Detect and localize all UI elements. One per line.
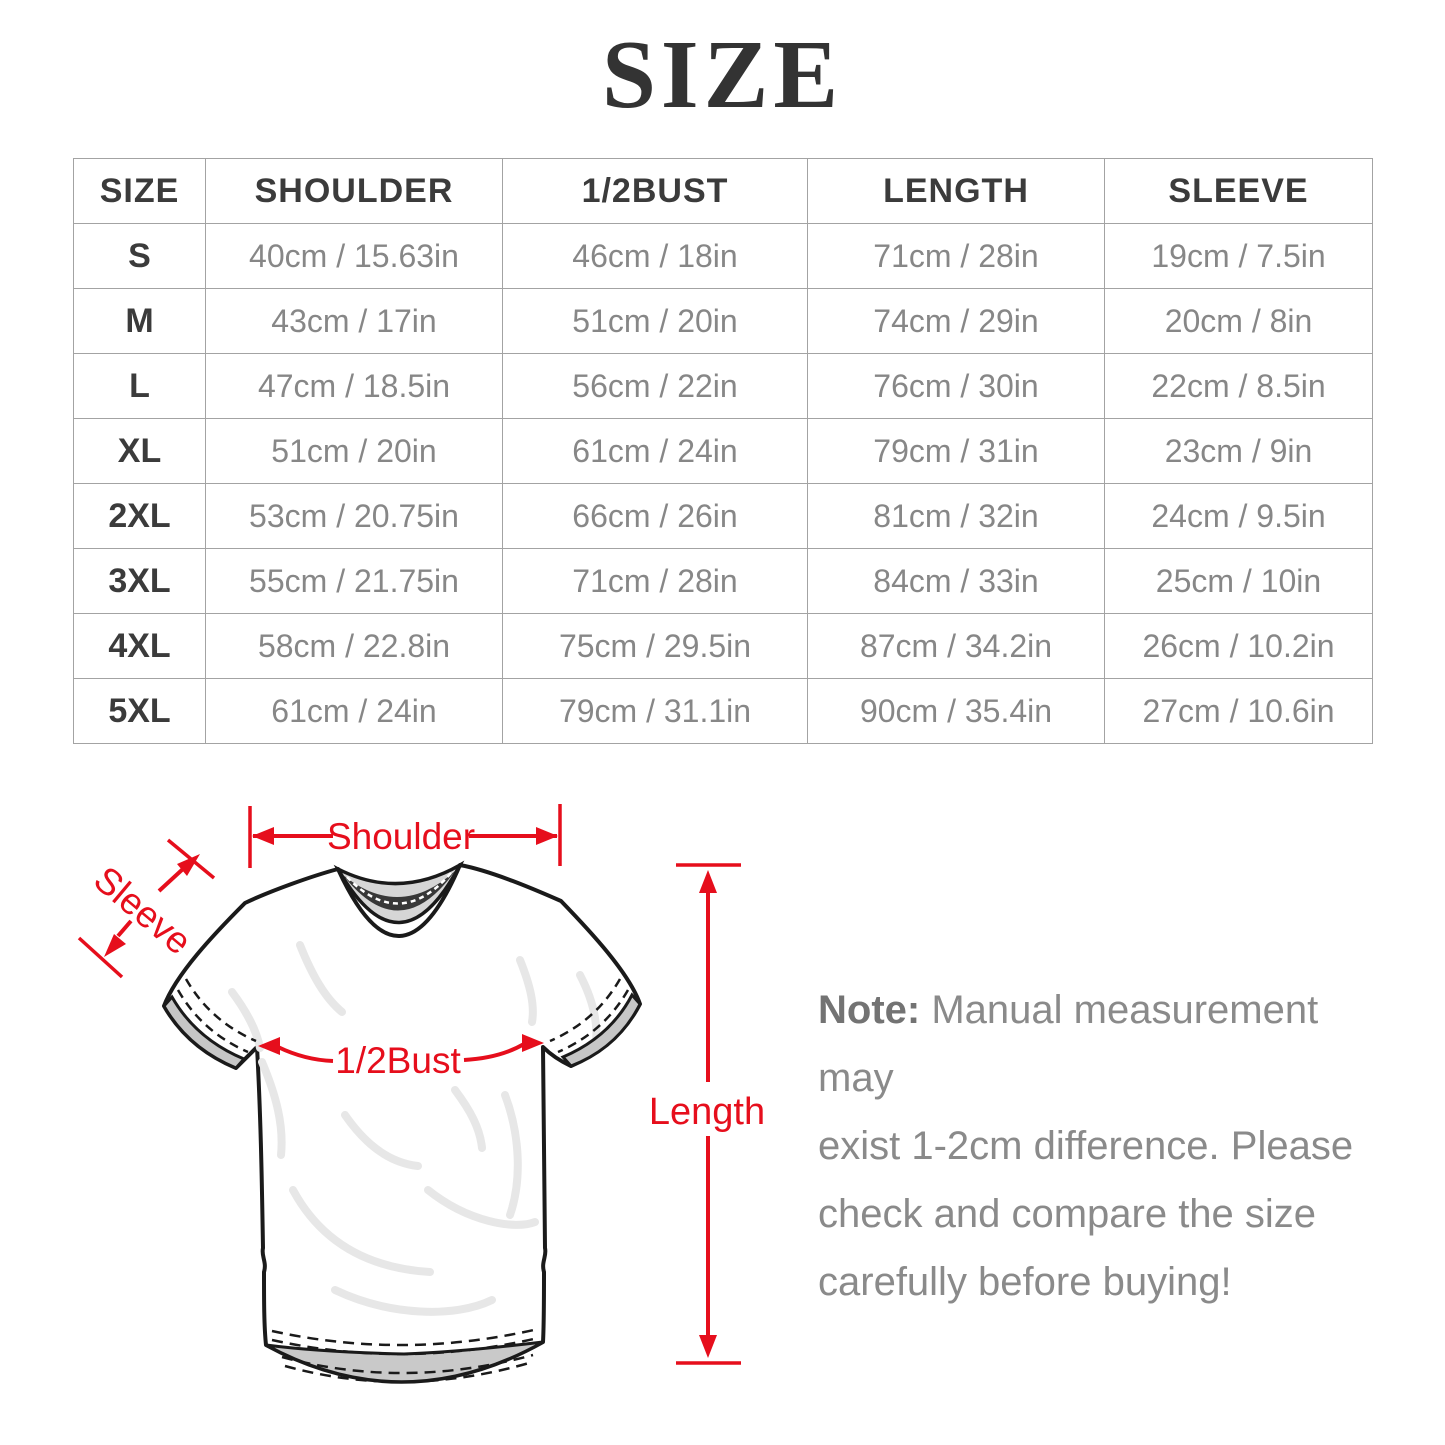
bust-cell: 79cm / 31.1in xyxy=(502,678,808,744)
bust-label: 1/2Bust xyxy=(335,1040,461,1081)
table-row: XL 51cm / 20in 61cm / 24in 79cm / 31in 2… xyxy=(73,418,1373,484)
page-title: SIZE xyxy=(601,21,844,128)
sleeve-cell: 22cm / 8.5in xyxy=(1104,353,1373,419)
note-block: Note: Manual measurement may exist 1-2cm… xyxy=(818,976,1388,1316)
bust-cell: 75cm / 29.5in xyxy=(502,613,808,679)
size-cell: 3XL xyxy=(73,548,206,614)
shoulder-cell: 51cm / 20in xyxy=(205,418,503,484)
table-row: S 40cm / 15.63in 46cm / 18in 71cm / 28in… xyxy=(73,223,1373,289)
length-arrow: Length xyxy=(649,863,765,1365)
hem-fold xyxy=(265,1340,544,1384)
wrinkle-lines xyxy=(228,941,601,1316)
sleeve-cell: 20cm / 8in xyxy=(1104,288,1373,354)
size-cell: 4XL xyxy=(73,613,206,679)
table-header-row: SIZE SHOULDER 1/2BUST LENGTH SLEEVE xyxy=(73,158,1373,224)
length-label: Length xyxy=(649,1091,765,1133)
length-cell: 90cm / 35.4in xyxy=(807,678,1105,744)
length-cell: 79cm / 31in xyxy=(807,418,1105,484)
size-cell: 2XL xyxy=(73,483,206,549)
hem-stitch xyxy=(271,1327,539,1383)
table-row: L 47cm / 18.5in 56cm / 22in 76cm / 30in … xyxy=(73,353,1373,419)
collar-tape xyxy=(343,871,455,911)
size-cell: L xyxy=(73,353,206,419)
sleeve-cell: 26cm / 10.2in xyxy=(1104,613,1373,679)
note-line: check and compare the size xyxy=(818,1192,1317,1236)
table-row: 2XL 53cm / 20.75in 66cm / 26in 81cm / 32… xyxy=(73,483,1373,549)
right-cuff-stitch xyxy=(549,978,630,1054)
sleeve-cell: 23cm / 9in xyxy=(1104,418,1373,484)
table-row: 5XL 61cm / 24in 79cm / 31.1in 90cm / 35.… xyxy=(73,678,1373,744)
length-cell: 84cm / 33in xyxy=(807,548,1105,614)
size-cell: XL xyxy=(73,418,206,484)
shoulder-cell: 40cm / 15.63in xyxy=(205,223,503,289)
note-line: carefully before buying! xyxy=(818,1260,1232,1304)
bust-cell: 56cm / 22in xyxy=(502,353,808,419)
sleeve-cell: 27cm / 10.6in xyxy=(1104,678,1373,744)
length-cell: 76cm / 30in xyxy=(807,353,1105,419)
collar xyxy=(333,860,465,925)
table-row: 3XL 55cm / 21.75in 71cm / 28in 84cm / 33… xyxy=(73,548,1373,614)
shoulder-arrow: Shoulder xyxy=(248,804,562,868)
bust-cell: 71cm / 28in xyxy=(502,548,808,614)
bust-cell: 66cm / 26in xyxy=(502,483,808,549)
length-cell: 71cm / 28in xyxy=(807,223,1105,289)
size-cell: M xyxy=(73,288,206,354)
shoulder-label: Shoulder xyxy=(327,816,475,857)
shoulder-cell: 55cm / 21.75in xyxy=(205,548,503,614)
length-cell: 74cm / 29in xyxy=(807,288,1105,354)
table-row: M 43cm / 17in 51cm / 20in 74cm / 29in 20… xyxy=(73,288,1373,354)
shoulder-cell: 58cm / 22.8in xyxy=(205,613,503,679)
note-line-text: Manual measurement may xyxy=(818,988,1319,1100)
bust-cell: 46cm / 18in xyxy=(502,223,808,289)
note-line: exist 1-2cm difference. Please xyxy=(818,1124,1354,1168)
sleeve-cell: 25cm / 10in xyxy=(1104,548,1373,614)
left-cuff xyxy=(162,994,247,1070)
size-cell: S xyxy=(73,223,206,289)
left-cuff-stitch xyxy=(176,978,257,1054)
col-header-sleeve: SLEEVE xyxy=(1104,158,1373,224)
bust-cell: 61cm / 24in xyxy=(502,418,808,484)
bust-arrow: 1/2Bust xyxy=(258,1034,544,1081)
shoulder-cell: 61cm / 24in xyxy=(205,678,503,744)
sleeve-label: Sleeve xyxy=(86,858,199,962)
note-line: Note: Manual measurement may xyxy=(818,976,1388,1112)
size-cell: 5XL xyxy=(73,678,206,744)
length-cell: 81cm / 32in xyxy=(807,483,1105,549)
shoulder-cell: 53cm / 20.75in xyxy=(205,483,503,549)
sleeve-cell: 19cm / 7.5in xyxy=(1104,223,1373,289)
size-table: SIZE SHOULDER 1/2BUST LENGTH SLEEVE S 40… xyxy=(73,158,1373,744)
note-bold-label: Note: xyxy=(818,988,921,1032)
right-cuff xyxy=(560,992,642,1068)
length-cell: 87cm / 34.2in xyxy=(807,613,1105,679)
tshirt-measurement-diagram: Shoulder Sleeve 1/2Bust xyxy=(77,804,765,1384)
col-header-length: LENGTH xyxy=(807,158,1105,224)
tshirt-graphic xyxy=(162,860,642,1384)
col-header-bust: 1/2BUST xyxy=(502,158,808,224)
shoulder-cell: 43cm / 17in xyxy=(205,288,503,354)
shoulder-cell: 47cm / 18.5in xyxy=(205,353,503,419)
col-header-shoulder: SHOULDER xyxy=(205,158,503,224)
table-row: 4XL 58cm / 22.8in 75cm / 29.5in 87cm / 3… xyxy=(73,613,1373,679)
sleeve-cell: 24cm / 9.5in xyxy=(1104,483,1373,549)
bust-cell: 51cm / 20in xyxy=(502,288,808,354)
col-header-size: SIZE xyxy=(73,158,206,224)
